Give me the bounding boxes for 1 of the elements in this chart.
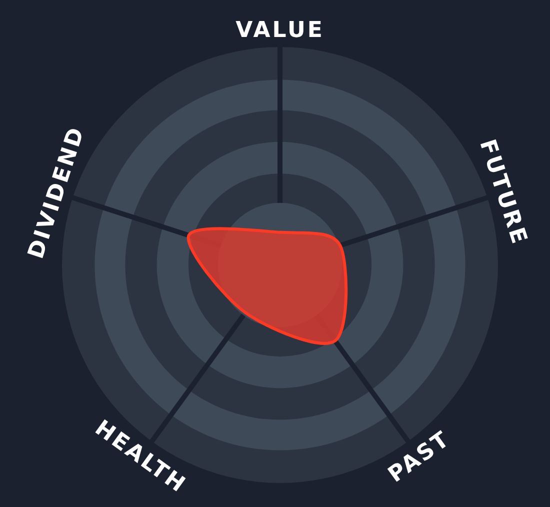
spoke-label: VALUE	[236, 18, 324, 43]
